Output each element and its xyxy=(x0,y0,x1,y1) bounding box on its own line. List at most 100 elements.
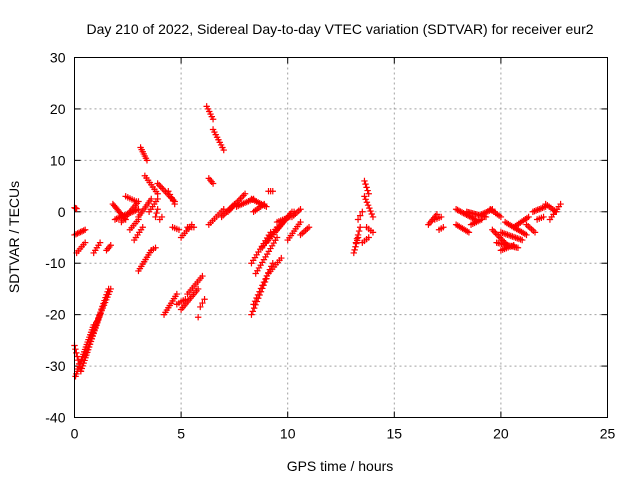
data-point xyxy=(81,352,89,359)
data-point xyxy=(350,249,357,257)
data-point xyxy=(257,285,265,292)
data-point xyxy=(305,224,313,231)
data-point xyxy=(159,185,166,192)
data-point xyxy=(259,282,266,289)
data-points xyxy=(71,103,564,380)
data-point xyxy=(148,195,155,203)
data-point xyxy=(369,229,377,236)
y-tick-label: 30 xyxy=(50,50,66,66)
data-point xyxy=(353,235,361,242)
data-point xyxy=(356,212,364,219)
data-point xyxy=(492,229,499,237)
data-point xyxy=(86,340,93,348)
data-point xyxy=(490,228,498,235)
data-point xyxy=(107,242,114,249)
data-point xyxy=(171,200,178,208)
data-point xyxy=(297,218,304,226)
x-tick-label: 20 xyxy=(493,426,509,442)
data-point xyxy=(74,230,81,237)
data-point xyxy=(260,279,268,286)
data-point xyxy=(152,213,159,221)
data-point xyxy=(143,157,151,164)
data-point xyxy=(489,226,496,233)
data-point xyxy=(278,254,285,262)
data-point xyxy=(85,343,92,351)
data-point xyxy=(168,194,175,201)
data-point xyxy=(77,228,84,236)
data-point xyxy=(173,290,181,298)
data-point xyxy=(87,338,94,345)
data-point xyxy=(367,207,374,215)
data-point xyxy=(72,230,80,238)
data-point xyxy=(262,275,269,283)
data-point xyxy=(438,213,445,221)
data-point xyxy=(154,195,161,203)
grid xyxy=(74,57,608,418)
data-point xyxy=(250,301,257,308)
chart-title: Day 210 of 2022, Sidereal Day-to-day VTE… xyxy=(86,21,593,37)
data-point xyxy=(81,226,89,233)
data-point xyxy=(362,196,369,203)
y-tick-label: 0 xyxy=(58,204,66,220)
data-point xyxy=(238,193,246,201)
data-point xyxy=(361,177,368,185)
y-tick-label: -20 xyxy=(45,307,65,323)
x-tick-label: 5 xyxy=(177,426,185,442)
data-point xyxy=(363,199,371,206)
data-point xyxy=(525,213,532,221)
data-point xyxy=(440,224,447,231)
data-point xyxy=(480,210,487,217)
data-point xyxy=(364,187,371,194)
data-point xyxy=(199,299,206,307)
data-point xyxy=(157,183,164,190)
data-point xyxy=(361,193,368,200)
data-point xyxy=(201,296,208,303)
data-point xyxy=(165,188,172,195)
data-point xyxy=(199,272,206,280)
data-point xyxy=(220,146,227,154)
data-point xyxy=(363,184,370,191)
data-point xyxy=(356,224,364,231)
data-point xyxy=(72,345,79,353)
data-point xyxy=(96,239,104,246)
data-point xyxy=(154,180,161,187)
data-point xyxy=(478,211,485,218)
data-point xyxy=(175,226,183,233)
data-point xyxy=(369,213,377,221)
data-point xyxy=(273,234,281,241)
y-tick-label: -40 xyxy=(45,410,65,426)
data-point xyxy=(160,186,168,194)
data-point xyxy=(355,227,363,235)
data-point xyxy=(152,244,159,251)
data-point xyxy=(197,303,204,311)
data-point xyxy=(531,229,539,236)
data-point xyxy=(540,213,547,221)
plot-frame xyxy=(74,57,608,418)
data-point xyxy=(139,224,146,231)
data-point xyxy=(351,246,358,254)
data-point xyxy=(237,195,244,202)
data-point xyxy=(483,208,490,216)
data-point xyxy=(359,208,366,215)
data-point xyxy=(169,197,177,205)
data-point xyxy=(166,191,174,198)
data-point xyxy=(269,260,276,267)
data-point xyxy=(523,231,530,239)
y-axis-label: SDTVAR / TECUs xyxy=(6,181,22,293)
data-point xyxy=(209,116,217,123)
data-point xyxy=(83,346,91,354)
data-point xyxy=(519,236,526,244)
data-point xyxy=(251,297,259,305)
data-point xyxy=(465,229,473,236)
data-point xyxy=(269,188,276,195)
data-point xyxy=(153,209,160,217)
data-point xyxy=(254,291,262,299)
data-point xyxy=(240,192,247,199)
y-tick-label: -30 xyxy=(45,358,65,374)
data-point xyxy=(365,234,372,241)
y-tick-label: 10 xyxy=(50,152,66,168)
data-point xyxy=(241,190,249,197)
data-point xyxy=(194,314,202,321)
data-point xyxy=(366,204,373,212)
